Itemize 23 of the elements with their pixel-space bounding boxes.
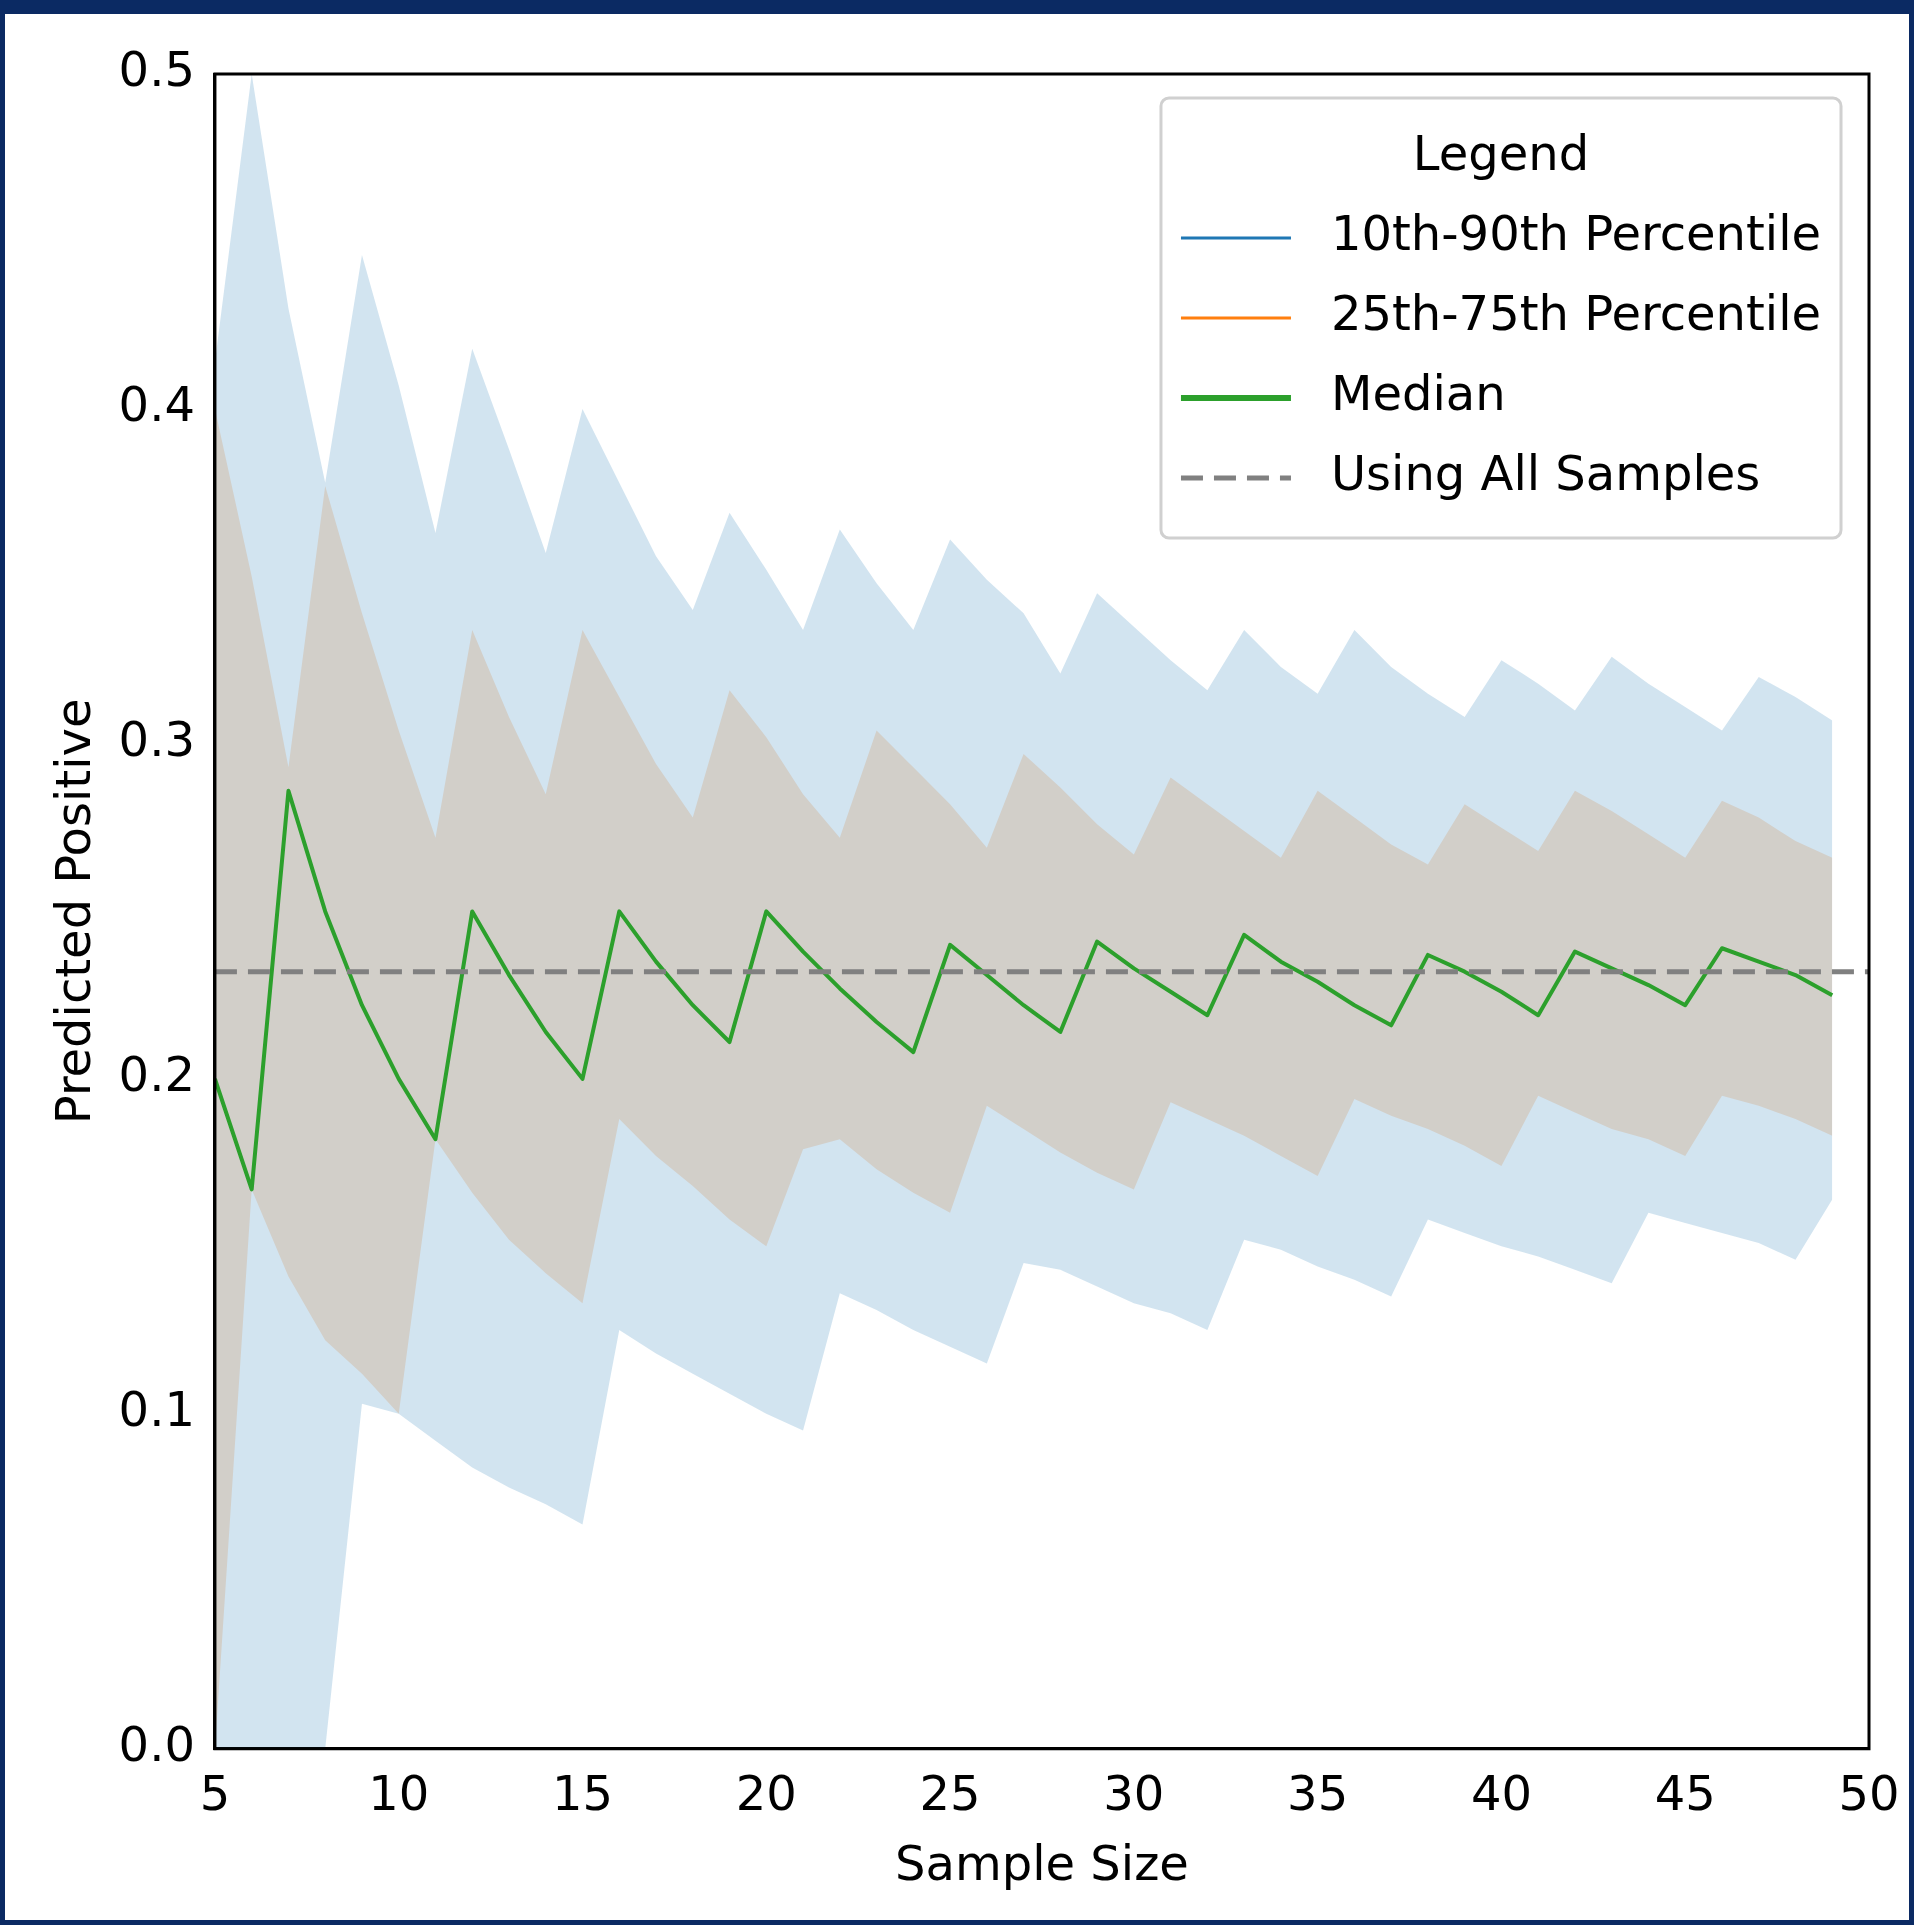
y-tick-label: 0.0 [118,1716,195,1773]
x-tick-label: 50 [1838,1765,1900,1822]
y-tick-label: 0.1 [118,1381,195,1438]
legend-label: 25th-75th Percentile [1330,285,1821,342]
x-tick-label: 5 [199,1765,231,1822]
x-tick-label: 25 [919,1765,981,1822]
y-tick-label: 0.4 [118,376,195,433]
x-tick-label: 10 [368,1765,430,1822]
x-tick-label: 20 [735,1765,797,1822]
legend-label: Using All Samples [1330,445,1761,502]
legend-title: Legend [1412,125,1590,182]
y-tick-label: 0.3 [118,711,195,768]
y-tick-label: 0.2 [118,1046,195,1103]
x-tick-label: 30 [1103,1765,1165,1822]
y-axis-title: Predicted Positive [45,698,102,1125]
x-tick-label: 45 [1654,1765,1716,1822]
x-axis-title: Sample Size [895,1834,1189,1891]
y-tick-label: 0.5 [118,41,195,98]
legend-label: Median [1330,365,1506,422]
x-tick-label: 35 [1287,1765,1349,1822]
legend-label: 10th-90th Percentile [1330,205,1821,262]
x-tick-label: 15 [551,1765,614,1822]
x-tick-label: 40 [1470,1765,1532,1822]
